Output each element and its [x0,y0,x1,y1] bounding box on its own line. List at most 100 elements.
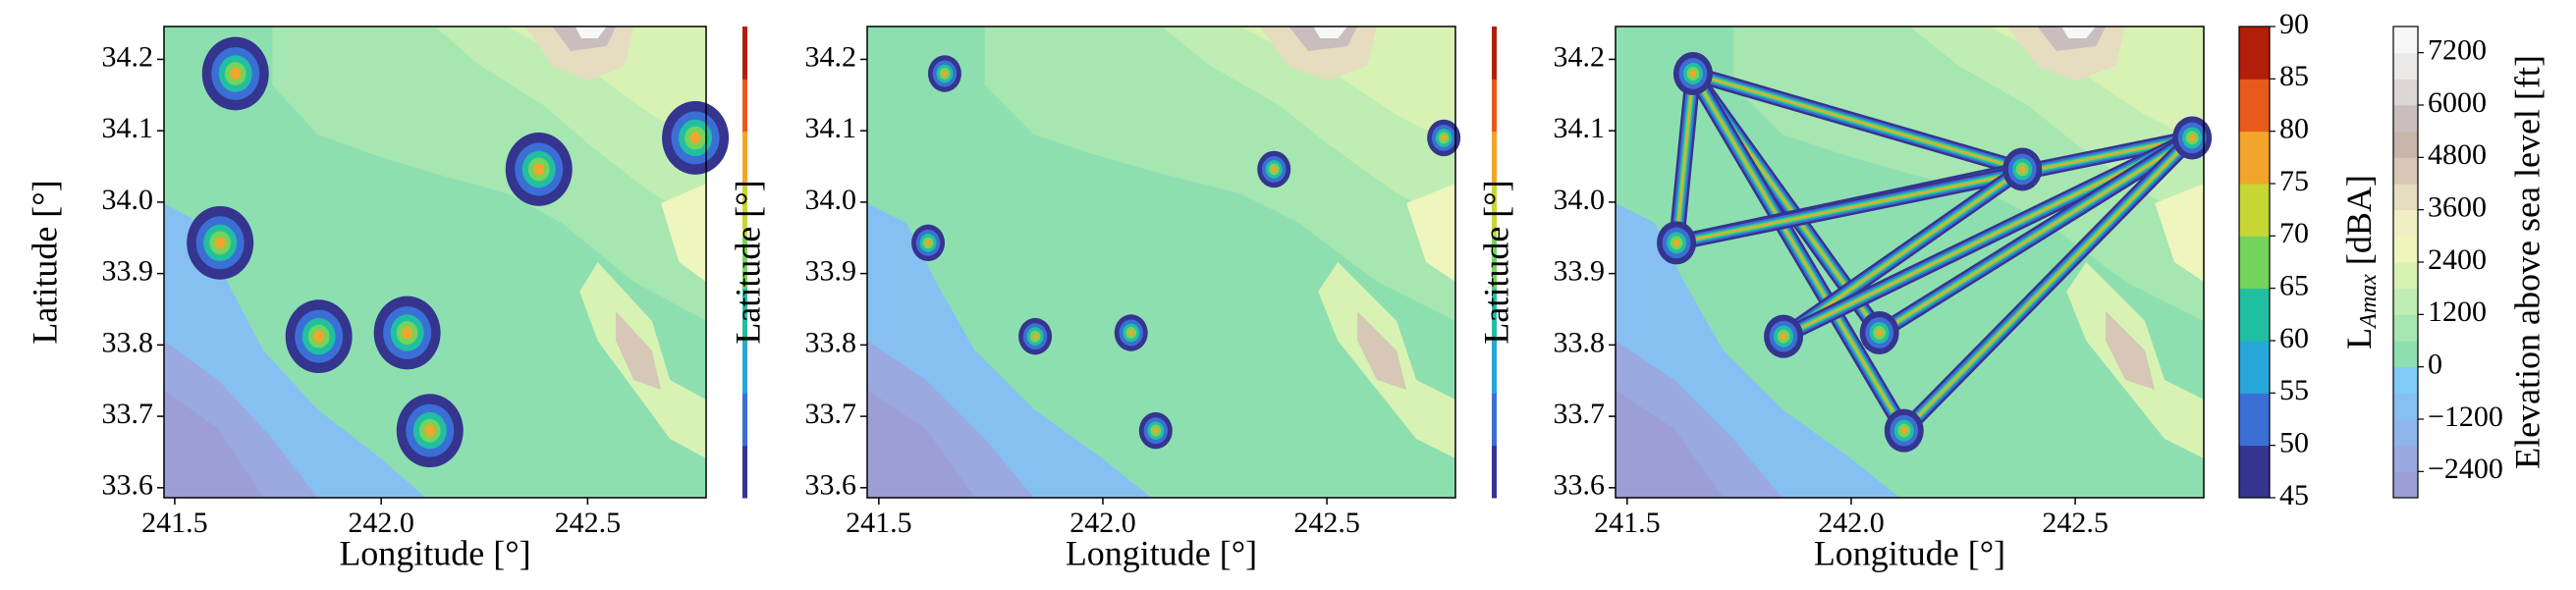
noise-footprint [689,132,701,144]
colorbar-tick-label: 2400 [2428,243,2487,276]
colorbar-frame [2238,26,2271,499]
colorbar-tick-label: 60 [2279,322,2309,354]
colorbar-band [2393,288,2418,315]
noise-footprint [2019,165,2026,173]
colorbar-strip [1492,27,1497,80]
y-tick-label: 33.6 [102,469,154,502]
colorbar-strip [1492,288,1497,342]
flight-route [1675,73,1694,244]
colorbar-tick-label: 3600 [2428,191,2487,224]
axes-frame [163,26,707,499]
colorbar-band [2393,209,2418,237]
y-tick-label: 34.0 [102,184,154,216]
y-axis-label: Latitude [°] [1476,180,1515,344]
y-tick-label: 33.9 [102,255,154,288]
noise-footprint [1127,330,1134,336]
colorbar-tick-label: 80 [2279,113,2309,145]
colorbar-label-part: [dBA] [2339,175,2379,274]
x-axis-label: Longitude [°] [1066,533,1257,572]
colorbar-band [2239,184,2270,237]
colorbar-band [2393,236,2418,263]
colorbar-band [2239,236,2270,290]
colorbar-tick-label: −1200 [2428,401,2503,433]
colorbar: 45 50 55 60 65 70 75 80 85 90 LAmax [dBA] [2238,8,2382,511]
colorbar-band [2239,445,2270,499]
colorbar-strip [742,393,747,447]
colorbar-strip [742,288,747,342]
flight-route [1675,136,2193,244]
colorbar-band [2393,105,2418,133]
map-panel: 241.5 242.0 242.5 33.6 33.7 33.8 33.9 34.0 34.1 3… [728,26,1497,572]
colorbar-band [2393,341,2418,368]
colorbar-strip [742,131,747,185]
y-tick-label: 34.0 [1554,184,1606,216]
colorbar-band [2393,131,2418,158]
y-tick-label: 34.1 [102,112,154,144]
colorbar-strip [742,236,747,290]
noise-footprint [1900,427,1907,435]
x-tick-label: 242.5 [1293,507,1360,539]
flight-route [1902,136,2193,432]
noise-footprint [1876,329,1883,337]
colorbar-band [2239,288,2270,342]
colorbar-strip [742,27,747,80]
y-axis-label: Latitude [°] [728,180,767,344]
x-tick-label: 242.5 [555,507,622,539]
y-axis-label: Latitude [°] [25,180,64,344]
noise-footprint [533,163,545,176]
noise-footprint [1689,70,1697,78]
colorbar-strip [1492,393,1497,447]
colorbar-band [2393,79,2418,106]
noise-footprint [1153,427,1159,434]
noise-footprint [1271,166,1277,173]
noise-footprint [424,424,436,437]
colorbar-label-part: Amax [2356,274,2382,330]
colorbar-label: Elevation above sea level [ft] [2507,55,2547,469]
colorbar-tick-label: 70 [2279,217,2309,249]
colorbar-tick-label: 1200 [2428,295,2487,328]
colorbar-label-part: L [2339,328,2379,349]
colorbar-band [2393,393,2418,420]
colorbar-tick-label: 0 [2428,349,2442,381]
noise-footprint [2188,134,2196,141]
colorbar-band [2239,341,2270,394]
y-tick-label: 34.2 [1554,40,1606,73]
y-tick-label: 33.6 [1554,469,1606,502]
colorbar-tick-label: 6000 [2428,86,2487,119]
colorbar-strip [742,184,747,237]
colorbar-band [2239,393,2270,447]
x-axis-label: Longitude [°] [339,533,530,572]
noise-footprint [214,237,226,249]
colorbar-band [2239,27,2270,80]
colorbar-band [2393,314,2418,342]
x-axis-label: Longitude [°] [1814,533,2005,572]
colorbar-band [2393,52,2418,80]
colorbar-strip [1492,341,1497,394]
noise-footprint [942,71,948,77]
y-tick-label: 34.1 [805,112,857,144]
colorbar-tick-label: −2400 [2428,453,2503,485]
noise-footprint [402,327,413,339]
flight-route [1878,136,2193,334]
x-tick-label: 242.0 [348,507,414,539]
colorbar-band [2393,419,2418,447]
y-tick-label: 33.7 [1554,398,1606,430]
y-tick-label: 33.9 [805,255,857,288]
colorbar-strip [1492,131,1497,185]
colorbar-strip [742,445,747,499]
noise-footprint [1441,134,1447,141]
map-panel: 241.5 242.0 242.5 33.6 33.7 33.8 33.9 34.0 34.1 3… [1476,26,2213,572]
x-tick-label: 242.5 [2042,507,2109,539]
axes-frame [866,26,1456,499]
y-tick-label: 33.8 [102,326,154,358]
x-tick-label: 242.0 [1069,507,1136,539]
flight-route [1782,136,2193,338]
noise-footprint [1780,333,1787,341]
colorbar-band [2239,131,2270,185]
colorbar-tick-label: 7200 [2428,34,2487,67]
colorbar-label: LAmax [dBA] [2339,175,2381,349]
colorbar-tick-label: 45 [2279,479,2309,511]
colorbar: −2400 −1200 0 1200 2400 3600 4800 6000 7200 Eleva… [2392,26,2547,499]
colorbar-tick-label: 55 [2279,374,2309,406]
